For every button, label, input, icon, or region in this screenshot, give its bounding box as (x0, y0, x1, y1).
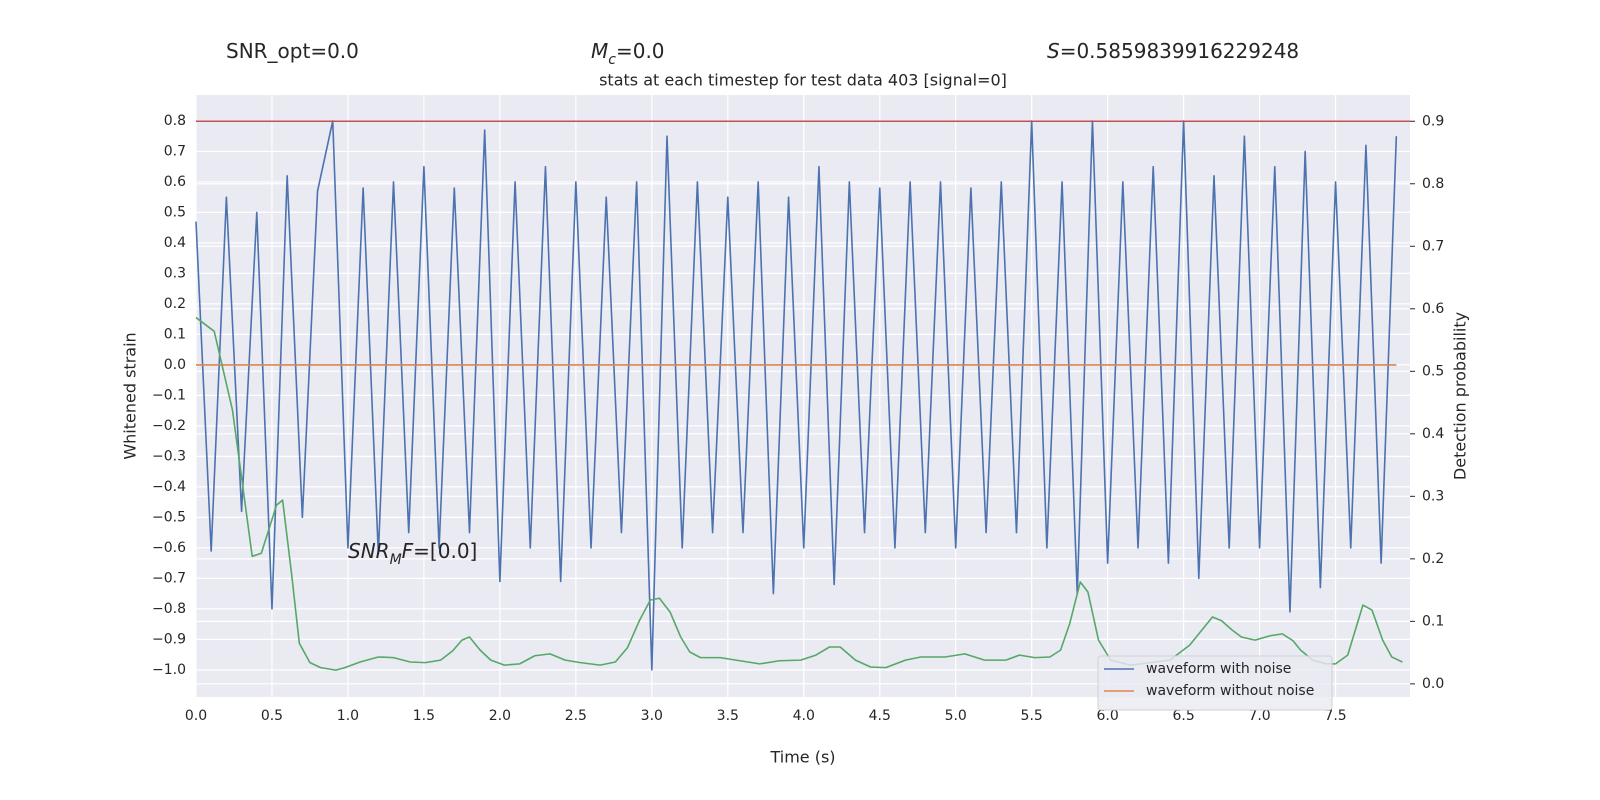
x-axis-label: Time (s) (769, 748, 835, 767)
y-tick-label: 0.6 (164, 174, 186, 190)
labels: 0.0 0.5 1.0 1.5 2.0 2.5 3.0 3.5 4.0 4.5 5.0 5.5 6.0 6… (152, 39, 1444, 725)
y2-tick-label: 0.5 (1422, 363, 1444, 379)
x-tick-label: 3.5 (717, 708, 739, 724)
chart-title: stats at each timestep for test data 403… (599, 71, 1007, 90)
x-tick-label: 6.0 (1097, 708, 1119, 724)
y-tick-label: −0.1 (152, 387, 186, 403)
annotation-part: =0.0 (616, 39, 665, 63)
y-tick-label: −0.7 (152, 570, 186, 586)
y-tick-label: −0.5 (152, 509, 186, 525)
series-line (195, 316, 1403, 671)
y-axis-label: Whitened strain (121, 332, 140, 459)
x-tick-label: 5.0 (945, 708, 967, 724)
annotation-part: M (591, 39, 608, 63)
y2-tick-label: 0.2 (1422, 551, 1444, 567)
y2-tick-label: 0.6 (1422, 301, 1444, 317)
y-tick-label: −0.3 (152, 448, 186, 464)
plot-area (196, 95, 1410, 697)
y2-tick-label: 0.3 (1422, 488, 1444, 504)
y-tick-label: 0.7 (164, 143, 186, 159)
y-tick-label: −0.2 (152, 418, 186, 434)
y-tick-label: 0.2 (164, 296, 186, 312)
x-tick-label: 5.5 (1021, 708, 1043, 724)
annotation: SNR_opt=0.0 (226, 39, 359, 63)
y2-tick-label: 0.1 (1422, 613, 1444, 629)
x-tick-label: 1.0 (337, 708, 359, 724)
x-tick-label: 1.5 (413, 708, 435, 724)
x-tick-label: 3.0 (641, 708, 663, 724)
x-tick-label: 2.0 (489, 708, 511, 724)
y-tick-label: −0.8 (152, 601, 186, 617)
legend-label: waveform without noise (1146, 683, 1314, 699)
series-line (195, 120, 1398, 671)
annotation: S=0.5859839916229248 (1047, 39, 1299, 63)
x-tick-label: 0.0 (185, 708, 207, 724)
x-tick-label: 4.5 (869, 708, 891, 724)
x-tick-label: 6.5 (1172, 708, 1194, 724)
y2-tick-label: 0.9 (1422, 113, 1444, 129)
x-tick-label: 4.0 (793, 708, 815, 724)
annotation-part: =[0.0] (413, 539, 477, 563)
y-tick-label: 0.5 (164, 204, 186, 220)
x-tick-label: 2.5 (565, 708, 587, 724)
annotation: Mc=0.0 (591, 39, 665, 69)
annotation-part: c (608, 52, 616, 68)
y2-axis-label: Detection probability (1451, 312, 1470, 480)
annotation-part: =0.5859839916229248 (1060, 39, 1299, 63)
annotation: SNRMF=[0.0] (348, 539, 477, 569)
annotation-part: F (402, 539, 414, 563)
annotation-part: M (390, 552, 402, 568)
y-tick-label: 0.8 (164, 113, 186, 129)
legend-box (1097, 655, 1333, 711)
y-tick-label: 0.4 (164, 235, 186, 251)
x-tick-label: 0.5 (261, 708, 283, 724)
y-tick-label: 0.3 (164, 265, 186, 281)
legend-label: waveform with noise (1146, 661, 1291, 677)
y2-tick-label: 0.8 (1422, 176, 1444, 192)
y2-tick-label: 0.7 (1422, 238, 1444, 254)
x-tick-label: 7.5 (1324, 708, 1346, 724)
y2-tick-label: 0.4 (1422, 426, 1444, 442)
legend: waveform with noise waveform without nois… (1097, 655, 1333, 711)
y2-tick-label: 0.0 (1422, 676, 1444, 692)
y-tick-label: −1.0 (152, 662, 186, 678)
y-tick-label: 0.0 (164, 357, 186, 373)
y-tick-label: −0.9 (152, 631, 186, 647)
y-tick-label: −0.4 (152, 479, 186, 495)
x-tick-label: 7.0 (1248, 708, 1270, 724)
y-tick-label: −0.6 (152, 540, 186, 556)
y-tick-label: 0.1 (164, 326, 186, 342)
annotation-part: S (1047, 39, 1060, 63)
annotation-part: SNR_opt=0.0 (226, 39, 359, 63)
marks (195, 120, 1410, 671)
annotation-part: SNR (348, 539, 390, 563)
